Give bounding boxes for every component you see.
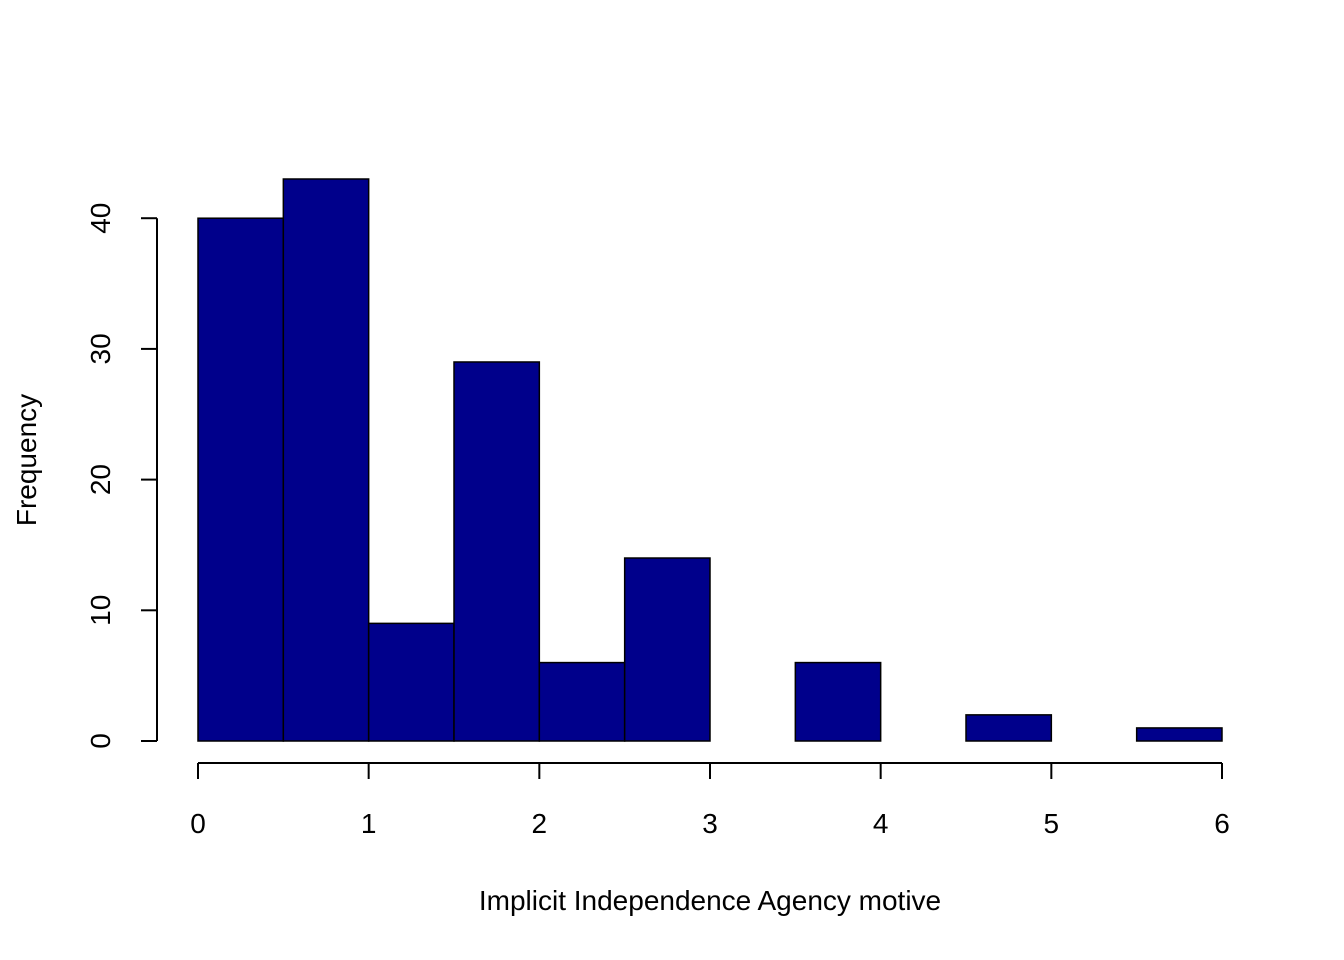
- y-tick-label: 0: [85, 733, 116, 749]
- x-tick-label: 2: [532, 808, 548, 839]
- x-tick-label: 3: [702, 808, 718, 839]
- x-axis-title: Implicit Independence Agency motive: [479, 885, 941, 916]
- histogram-bar: [197, 217, 285, 742]
- histogram-bar: [1135, 727, 1223, 742]
- x-tick-label: 5: [1044, 808, 1060, 839]
- y-axis: 0 10 20 30 40: [85, 203, 158, 749]
- x-tick-label: 1: [361, 808, 377, 839]
- bars-group: [197, 178, 1223, 742]
- x-tick-label: 0: [190, 808, 206, 839]
- y-tick-label: 40: [85, 203, 116, 234]
- x-tick-label: 6: [1214, 808, 1230, 839]
- y-tick-label: 10: [85, 595, 116, 626]
- y-axis-title: Frequency: [11, 394, 42, 526]
- x-tick-label: 4: [873, 808, 889, 839]
- x-axis: 0 1 2 3 4 5 6: [190, 762, 1230, 839]
- histogram-bar: [623, 557, 711, 742]
- histogram-bar: [282, 178, 370, 742]
- histogram-bar: [538, 661, 626, 742]
- y-tick-label: 30: [85, 333, 116, 364]
- y-tick-label: 20: [85, 464, 116, 495]
- histogram-bar: [965, 714, 1053, 742]
- histogram-bar: [794, 661, 882, 742]
- histogram-bar: [453, 361, 541, 742]
- histogram-bar: [367, 622, 455, 742]
